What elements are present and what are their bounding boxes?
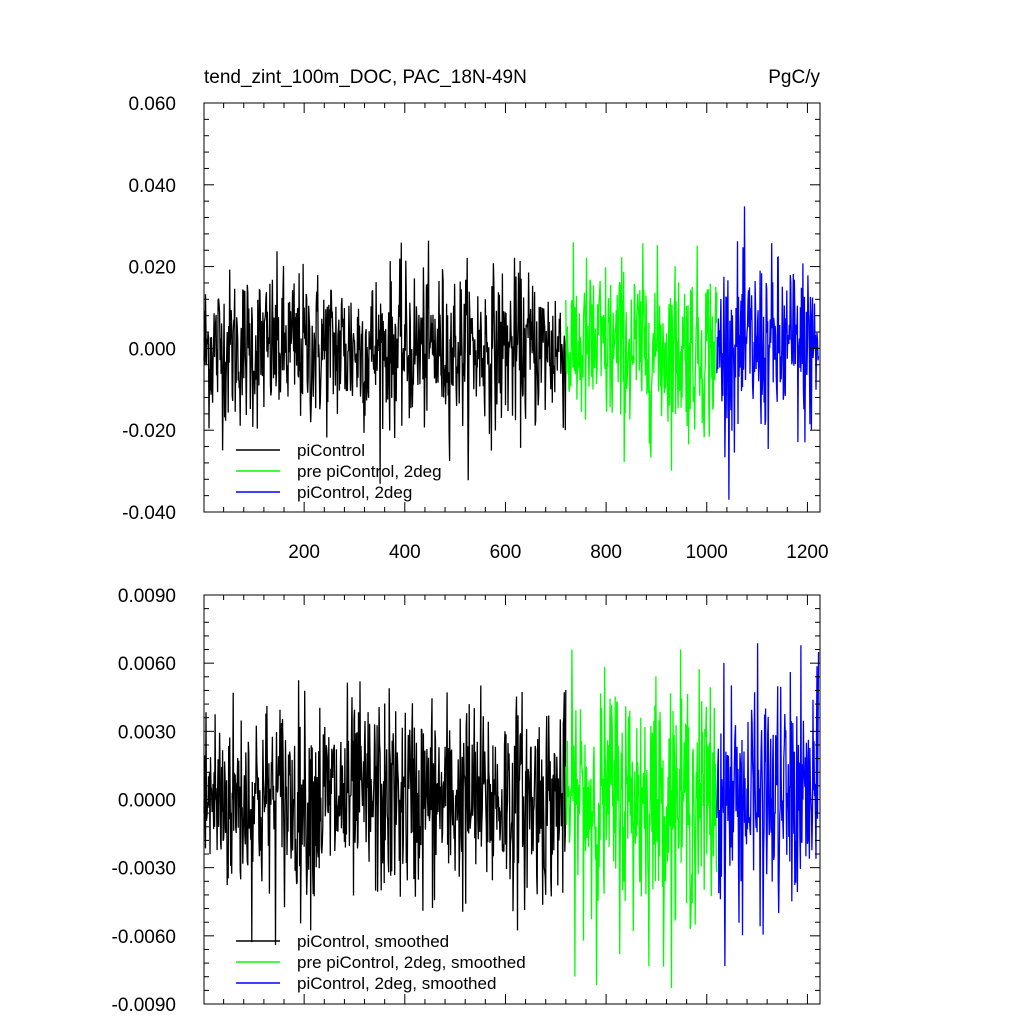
y-tick-label: -0.020 bbox=[122, 421, 176, 442]
y-tick-label: -0.040 bbox=[122, 503, 176, 524]
top-panel: tend_zint_100m_DOC, PAC_18N-49N PgC/y 20… bbox=[122, 67, 828, 563]
x-tick-label: 1200 bbox=[786, 542, 828, 563]
legend-label: pre piControl, 2deg, smoothed bbox=[297, 953, 526, 972]
x-tick-label: 1000 bbox=[686, 542, 728, 563]
y-tick-label: 0.0060 bbox=[118, 654, 176, 675]
series-line-bottom-3 bbox=[716, 643, 820, 967]
series-line-top-3 bbox=[716, 206, 820, 500]
legend-label: piControl, smoothed bbox=[297, 932, 449, 951]
y-tick-label: -0.0090 bbox=[112, 995, 176, 1016]
series-line-bottom-1 bbox=[203, 680, 567, 946]
y-tick-label: 0.020 bbox=[128, 258, 176, 279]
x-tick-label: 400 bbox=[389, 542, 421, 563]
legend-label: piControl bbox=[297, 441, 365, 460]
y-tick-label: 0.040 bbox=[128, 176, 176, 197]
top-legend: piControl pre piControl, 2deg piControl, 2… bbox=[236, 441, 442, 502]
series-line-top-2 bbox=[565, 242, 718, 471]
series-line-bottom-2 bbox=[565, 649, 718, 989]
y-tick-label: 0.0090 bbox=[118, 586, 176, 607]
y-tick-label: 0.0030 bbox=[118, 722, 176, 743]
series-line-top-1 bbox=[203, 240, 567, 484]
y-tick-label: -0.0060 bbox=[112, 927, 176, 948]
top-series-group bbox=[203, 206, 820, 500]
x-tick-label: 600 bbox=[490, 542, 522, 563]
bottom-axes: -0.0090 -0.0060 -0.0030 0.0000 0.0030 0.0060 0… bbox=[112, 586, 820, 1016]
y-tick-label: 0.0000 bbox=[118, 791, 176, 812]
top-chart-units: PgC/y bbox=[768, 67, 820, 88]
y-tick-label: 0.060 bbox=[128, 94, 176, 115]
bottom-series-group bbox=[203, 643, 820, 989]
legend-label: pre piControl, 2deg bbox=[297, 462, 442, 481]
bottom-panel: -0.0090 -0.0060 -0.0030 0.0000 0.0030 0.0060 0… bbox=[112, 586, 821, 1016]
top-chart-title: tend_zint_100m_DOC, PAC_18N-49N bbox=[204, 67, 527, 88]
y-tick-label: -0.0030 bbox=[112, 859, 176, 880]
x-tick-label: 200 bbox=[288, 542, 320, 563]
legend-label: piControl, 2deg bbox=[297, 483, 412, 502]
x-tick-label: 800 bbox=[590, 542, 622, 563]
top-plot-frame bbox=[203, 102, 821, 513]
bottom-legend: piControl, smoothed pre piControl, 2deg, … bbox=[236, 932, 526, 993]
top-axes: 200 400 600 800 1000 1200 -0.040 -0.020 0.000 0.0… bbox=[122, 94, 828, 563]
y-tick-label: 0.000 bbox=[128, 339, 176, 360]
legend-label: piControl, 2deg, smoothed bbox=[297, 974, 496, 993]
